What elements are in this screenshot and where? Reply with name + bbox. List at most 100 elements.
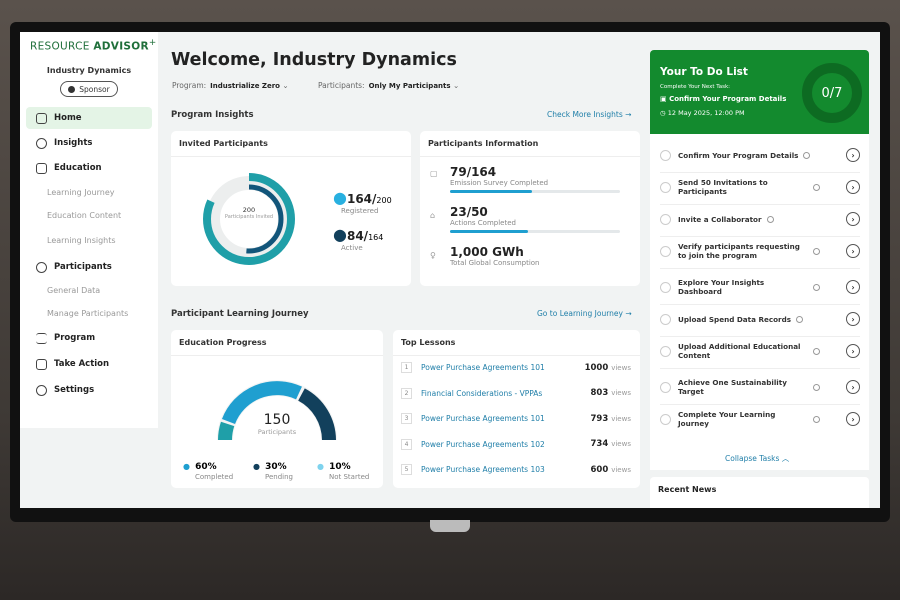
chevron-down-icon: ⌄ (452, 81, 460, 90)
lesson-title-link[interactable]: Power Purchase Agreements 101 (421, 363, 545, 372)
sidebar-item-settings[interactable]: Settings (26, 379, 152, 401)
lesson-title-link[interactable]: Power Purchase Agreements 102 (421, 439, 545, 449)
screen: RESOURCE ADVISOR+ Industry Dynamics Spon… (20, 32, 880, 508)
chevron-right-icon[interactable]: › (846, 344, 860, 358)
task-label: Confirm Your Program Details (678, 150, 799, 160)
users-icon (36, 261, 47, 273)
sidebar-sub-learning-insights[interactable]: Learning Insights (47, 236, 116, 245)
lesson-row[interactable]: 4 Power Purchase Agreements 102 734 views (401, 438, 632, 450)
todo-task[interactable]: Achieve One Sustainability Target › (660, 374, 860, 405)
sidebar-item-education[interactable]: Education (26, 157, 152, 179)
task-label: Verify participants requesting to join t… (678, 242, 800, 260)
sidebar-item-insights[interactable]: Insights (26, 132, 152, 154)
list-icon (36, 332, 47, 344)
invited-participants-card: Invited Participants 200 Participants Inv… (171, 131, 411, 286)
help-icon[interactable] (803, 151, 811, 159)
todo-task[interactable]: Confirm Your Program Details › (660, 142, 860, 173)
task-checkbox[interactable] (660, 149, 671, 161)
chevron-up-icon: ︿ (781, 454, 790, 463)
card-title: Top Lessons (393, 330, 640, 356)
todo-task[interactable]: Upload Spend Data Records › (660, 306, 860, 337)
info-row-consumption: 1,000 GWh Total Global Consumption (450, 245, 540, 267)
todo-task[interactable]: Send 50 Invitations to Participants › (660, 174, 860, 205)
sidebar-item-participants[interactable]: Participants (26, 256, 152, 278)
lesson-title-link[interactable]: Power Purchase Agreements 101 (421, 414, 545, 423)
role-badge[interactable]: Sponsor (60, 81, 118, 97)
invited-donut (203, 173, 295, 265)
survey-icon: ▢ (430, 169, 438, 178)
participants-filter[interactable]: Participants: Only My Participants ⌄ (318, 81, 460, 90)
task-checkbox[interactable] (660, 281, 671, 293)
todo-task[interactable]: Upload Additional Educational Content › (660, 338, 860, 369)
help-icon[interactable] (813, 347, 820, 355)
sidebar-item-program[interactable]: Program (26, 327, 152, 349)
lesson-row[interactable]: 1 Power Purchase Agreements 101 1000 views (401, 362, 631, 373)
task-checkbox[interactable] (660, 245, 671, 257)
sidebar-sub-learning-journey[interactable]: Learning Journey (47, 188, 115, 197)
next-task-label: Complete Your Next Task: (660, 84, 731, 90)
monitor-stand (430, 520, 470, 532)
lesson-row[interactable]: 2 Financial Considerations - VPPAs 803 vie… (401, 387, 631, 399)
lesson-views: 734 views (590, 439, 632, 449)
lesson-row[interactable]: 5 Power Purchase Agreements 103 600 views (401, 464, 631, 475)
todo-list: Confirm Your Program Details › Send 50 Inv… (650, 134, 869, 470)
chevron-right-icon[interactable]: › (846, 244, 860, 258)
help-icon[interactable] (813, 283, 820, 291)
task-label: Achieve One Sustainability Target (678, 378, 787, 396)
sidebar: RESOURCE ADVISOR+ Industry Dynamics Spon… (20, 32, 158, 428)
next-task-link[interactable]: ▣ Confirm Your Program Details (660, 95, 787, 103)
help-icon[interactable] (796, 315, 804, 323)
sidebar-sub-general-data[interactable]: General Data (47, 286, 101, 295)
task-checkbox[interactable] (660, 381, 671, 393)
lesson-views: 600 views (590, 464, 632, 475)
collapse-tasks-button[interactable]: Collapse Tasks ︿ (725, 454, 790, 463)
registered-stat: ●164/200 Registered (333, 188, 392, 215)
help-icon[interactable] (766, 215, 774, 223)
todo-task[interactable]: Verify participants requesting to join t… (660, 238, 860, 269)
education-progress-card: Education Progress 150 Participants ● 60%… (171, 330, 383, 488)
help-icon[interactable] (813, 183, 820, 191)
task-checkbox[interactable] (660, 313, 671, 325)
due-date: ◷ 12 May 2025, 12:00 PM (660, 109, 745, 117)
help-icon[interactable] (813, 383, 820, 391)
todo-task[interactable]: Invite a Collaborator › (660, 206, 860, 237)
task-icon: ▣ (660, 95, 667, 103)
task-checkbox[interactable] (660, 413, 671, 425)
lesson-title-link[interactable]: Power Purchase Agreements 103 (421, 465, 545, 474)
todo-task[interactable]: Explore Your Insights Dashboard › (660, 274, 860, 305)
sidebar-item-home[interactable]: Home (26, 107, 152, 129)
arrow-right-icon: → (625, 309, 632, 318)
donut-center: 200 Participants Invited (224, 206, 274, 220)
help-icon[interactable] (813, 247, 820, 255)
program-filter[interactable]: Program: Industrialize Zero ⌄ (172, 81, 289, 90)
chevron-right-icon[interactable]: › (846, 180, 860, 194)
gear-icon (36, 384, 47, 396)
chevron-right-icon[interactable]: › (846, 280, 860, 294)
lesson-rank: 3 (401, 413, 412, 424)
sidebar-sub-education-content[interactable]: Education Content (47, 211, 122, 220)
chevron-right-icon[interactable]: › (846, 412, 860, 426)
chevron-right-icon[interactable]: › (846, 212, 860, 226)
participants-info-card: Participants Information ▢ 79/164 Emissio… (420, 131, 640, 286)
lesson-views: 1000 views (584, 362, 631, 373)
lesson-rank: 1 (401, 362, 412, 373)
recent-news-title: Recent News (658, 485, 717, 494)
clock-icon: ◷ (660, 109, 666, 117)
task-checkbox[interactable] (660, 181, 671, 193)
help-icon[interactable] (813, 415, 820, 423)
chevron-right-icon[interactable]: › (846, 148, 860, 162)
go-to-learning-journey-link[interactable]: Go to Learning Journey → (537, 309, 632, 318)
chevron-right-icon[interactable]: › (846, 380, 860, 394)
sidebar-item-take-action[interactable]: Take Action (26, 353, 152, 375)
todo-task[interactable]: Complete Your Learning Journey › (660, 406, 860, 432)
lesson-title-link[interactable]: Financial Considerations - VPPAs (421, 388, 543, 398)
task-checkbox[interactable] (660, 213, 671, 225)
sidebar-sub-manage-participants[interactable]: Manage Participants (47, 309, 129, 318)
lesson-row[interactable]: 3 Power Purchase Agreements 101 793 views (401, 413, 631, 424)
legend-not-started: ● 10% Not Started (317, 462, 370, 481)
card-title: Participants Information (420, 131, 640, 157)
task-checkbox[interactable] (660, 345, 671, 357)
chevron-right-icon[interactable]: › (846, 312, 860, 326)
logo: RESOURCE ADVISOR+ (30, 38, 157, 53)
check-more-insights-link[interactable]: Check More Insights → (547, 110, 632, 119)
